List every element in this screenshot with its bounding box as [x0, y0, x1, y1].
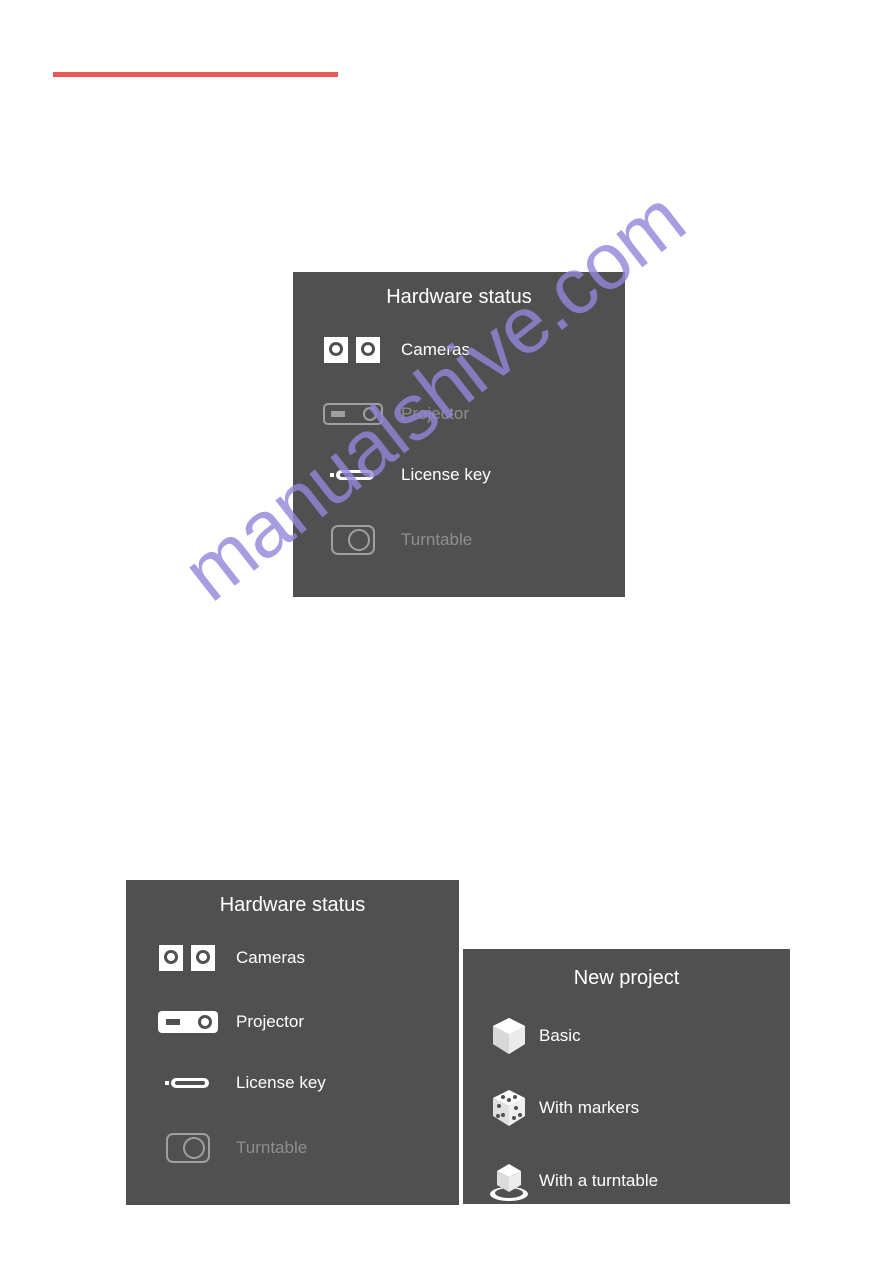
status-row-license: License key — [126, 1053, 459, 1113]
status-row-projector: Projector — [293, 383, 625, 445]
cube-icon — [485, 1016, 533, 1056]
status-label: Cameras — [220, 948, 305, 968]
project-option-label: With markers — [533, 1098, 639, 1118]
project-option-basic[interactable]: Basic — [463, 1000, 790, 1072]
status-label: Cameras — [385, 340, 470, 360]
cameras-icon — [156, 945, 220, 971]
status-label: License key — [385, 465, 491, 485]
panel-title: Hardware status — [293, 272, 625, 317]
project-option-label: With a turntable — [533, 1171, 658, 1191]
dice-icon — [485, 1088, 533, 1128]
cameras-icon — [321, 337, 385, 363]
projector-icon — [321, 403, 385, 425]
project-option-label: Basic — [533, 1026, 581, 1046]
status-label: Projector — [220, 1012, 304, 1032]
turntable-icon — [321, 525, 385, 555]
status-row-turntable: Turntable — [126, 1113, 459, 1183]
hardware-status-panel-1: Hardware status Cameras Projector — [293, 272, 625, 597]
status-label: Projector — [385, 404, 469, 424]
hardware-status-panel-2: Hardware status Cameras P — [126, 880, 459, 1205]
panel-title: Hardware status — [126, 880, 459, 925]
turntable-icon — [156, 1133, 220, 1163]
status-label: Turntable — [220, 1138, 307, 1158]
license-key-icon — [321, 468, 385, 482]
panel-title: New project — [463, 949, 790, 1000]
status-row-cameras: Cameras — [126, 925, 459, 991]
status-row-projector: Projector — [126, 991, 459, 1053]
status-label: Turntable — [385, 530, 472, 550]
status-row-turntable: Turntable — [293, 505, 625, 575]
status-label: License key — [220, 1073, 326, 1093]
cube-turntable-icon — [485, 1160, 533, 1202]
status-row-license: License key — [293, 445, 625, 505]
projector-icon — [156, 1011, 220, 1033]
new-project-panel: New project Basic — [463, 949, 790, 1204]
accent-line — [53, 72, 338, 77]
license-key-icon — [156, 1076, 220, 1090]
project-option-turntable[interactable]: With a turntable — [463, 1144, 790, 1218]
project-option-markers[interactable]: With markers — [463, 1072, 790, 1144]
status-row-cameras: Cameras — [293, 317, 625, 383]
